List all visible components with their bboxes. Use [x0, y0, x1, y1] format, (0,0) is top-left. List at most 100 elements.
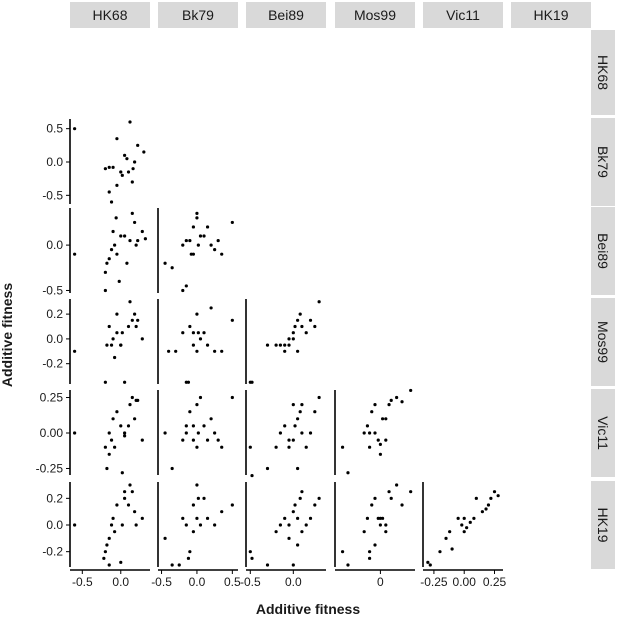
scatter-point [196, 331, 200, 335]
scatter-point [111, 337, 115, 341]
scatter-point [117, 279, 121, 283]
scatter-point [130, 490, 134, 494]
scatter-point [198, 523, 203, 527]
scatter-point [296, 349, 300, 353]
scatter-point [140, 229, 144, 234]
scatter-point [184, 431, 188, 435]
scatter-point [191, 503, 195, 507]
scatter-point [370, 410, 374, 414]
y-tick-label: 0.25 [40, 391, 64, 405]
scatter-point [140, 337, 144, 341]
scatter-point [103, 445, 107, 449]
scatter-point [346, 471, 350, 475]
scatter-point [287, 523, 291, 527]
scatter-point [109, 343, 114, 347]
scatter-point [438, 550, 442, 554]
scatter-point [274, 530, 278, 534]
scatter-point [103, 550, 107, 554]
scatter-point [126, 503, 131, 507]
scatter-point [313, 324, 317, 329]
scatter-point [105, 261, 109, 265]
y-tick-label: 0.2 [46, 491, 63, 505]
scatter-point [291, 510, 295, 514]
scatter-point [378, 516, 383, 520]
scatter-point [248, 550, 252, 554]
scatter-point [296, 417, 300, 421]
scatter-point [195, 211, 199, 215]
scatter-point [220, 252, 224, 256]
scatter-point [395, 483, 399, 487]
scatter-point [109, 248, 114, 252]
scatter-point [126, 324, 131, 329]
scatter-point [130, 318, 134, 322]
scatter-point [287, 343, 291, 347]
x-tick-label: 0.5 [224, 575, 241, 589]
facet-strip-top-bk79 [158, 2, 238, 28]
scatter-point [304, 331, 308, 335]
scatter-point [128, 483, 132, 487]
scatter-point [191, 530, 195, 534]
scatter-point [123, 434, 127, 438]
scatter-point [120, 173, 124, 177]
scatter-point [300, 431, 304, 435]
scatter-point [230, 220, 234, 225]
scatter-point [188, 324, 192, 329]
x-tick-label: -0.5 [72, 575, 93, 589]
scatter-point [170, 266, 174, 270]
scatter-point [220, 349, 224, 353]
scatter-point [191, 252, 195, 256]
scatter-point [265, 343, 270, 347]
scatter-point [300, 490, 304, 494]
scatter-point [177, 563, 181, 567]
facet-strip-right-bei89 [591, 207, 615, 295]
facet-strip-top-mos99 [335, 2, 415, 28]
scatter-point [462, 530, 466, 534]
scatter-point [123, 234, 127, 238]
facet-label-right-hk68: HK68 [595, 55, 611, 90]
scatter-point [373, 496, 377, 500]
scatter-point [107, 452, 111, 456]
scatter-point [133, 312, 137, 316]
scatter-point [202, 234, 206, 238]
scatter-point [114, 216, 118, 220]
scatter-point [113, 530, 117, 534]
scatter-point [181, 288, 185, 293]
scatter-point [376, 438, 380, 442]
scatter-point [317, 300, 321, 304]
scatter-point [400, 400, 404, 404]
scatter-point [283, 516, 287, 520]
scatter-point [105, 466, 109, 471]
scatter-point [184, 424, 188, 428]
scatter-point [283, 349, 287, 353]
scatter-point [107, 324, 111, 329]
scatter-point [384, 438, 388, 442]
scatter-point [134, 243, 138, 247]
scatter-point [107, 563, 111, 567]
scatter-point [128, 238, 132, 243]
scatter-point [136, 143, 140, 147]
x-tick-label: 0.0 [189, 575, 206, 589]
scatter-point [109, 438, 114, 442]
scatter-point [283, 343, 287, 347]
scatter-point [291, 438, 295, 442]
y-tick-label: 0.0 [46, 332, 63, 346]
scatter-point [489, 496, 493, 500]
y-tick-label: 0.0 [46, 155, 63, 169]
scatter-point [196, 496, 200, 500]
y-tick-label: -0.5 [42, 283, 63, 297]
scatter-point [213, 431, 217, 435]
x-tick-label: 0.00 [453, 575, 477, 589]
scatter-point [191, 225, 195, 229]
scatter-point [115, 312, 119, 316]
scatter-point [313, 410, 317, 414]
scatter-point [188, 550, 192, 554]
scatter-point [191, 424, 195, 428]
scatter-point [133, 417, 137, 421]
scatter-point [387, 403, 391, 407]
scatter-point [119, 343, 123, 347]
facet-label-top-bk79: Bk79 [182, 7, 214, 23]
facet-label-right-vic11: Vic11 [595, 416, 611, 450]
x-tick-label: 0.0 [285, 575, 302, 589]
scatter-point [115, 183, 119, 187]
x-axis-title: Additive fitness [256, 601, 360, 617]
